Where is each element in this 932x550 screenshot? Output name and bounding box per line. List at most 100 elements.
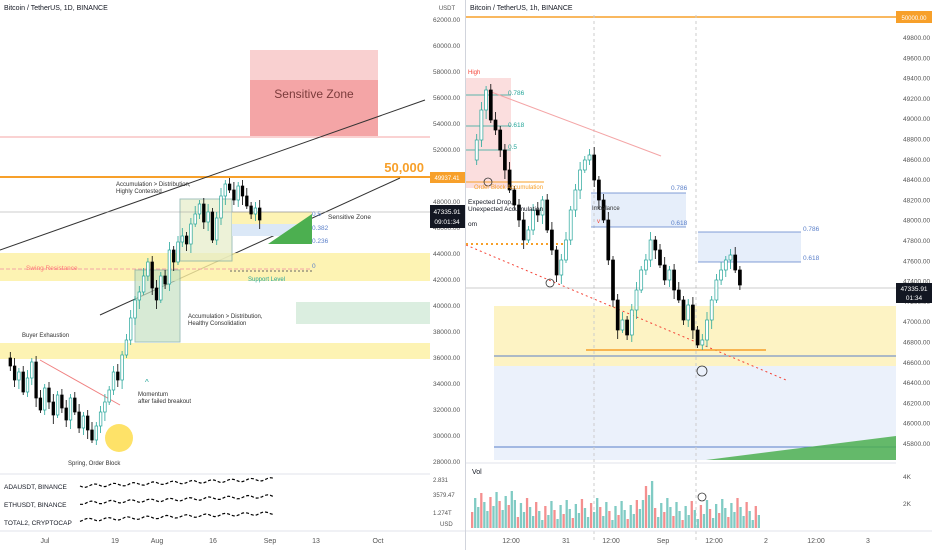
candle-body: [253, 207, 258, 215]
hourly-chart-canvas[interactable]: 0.786 0.618 0.5 0.786 0.618 0.786 0.618 …: [466, 0, 932, 550]
candle-body: [568, 209, 573, 241]
high-label: High: [468, 70, 480, 76]
candle-body: [705, 319, 709, 341]
buyer-exhaustion-label: Buyer Exhaustion: [22, 333, 69, 339]
order-block-label: Order Block Accumulation: [474, 185, 543, 191]
volume-bar: [693, 510, 696, 528]
candle-body: [47, 387, 51, 403]
volume-bar: [684, 506, 687, 528]
volume-bar: [730, 503, 733, 528]
volume-bar: [660, 503, 663, 528]
volume-bar: [501, 510, 504, 528]
volume-bar: [483, 502, 486, 528]
candle-body: [700, 339, 705, 346]
left-time-axis: Jul 19 Aug 16 Sep 13 Oct: [41, 538, 384, 545]
left-axis-tick: 38000.00: [433, 329, 460, 336]
volume-bar: [589, 503, 593, 528]
left-axis-tick: 30000.00: [433, 433, 460, 440]
accum-top-label-1: Accumulation > Distribution,: [116, 182, 191, 188]
daily-chart-canvas[interactable]: Sensitive Zone 50,000 Swing Resistance 0…: [0, 0, 465, 550]
candle-body: [68, 397, 73, 421]
candle-body: [124, 339, 129, 356]
candle-body: [150, 261, 154, 289]
left-axis-tick: 28000.00: [433, 459, 460, 466]
fib-0236-label: 0.236: [312, 238, 329, 245]
candle-body: [691, 304, 695, 331]
volume-bar: [593, 512, 596, 528]
sensitive-triangle: [268, 214, 312, 244]
fib-0618-label-b: 0.618: [671, 220, 688, 227]
fib-zone-right: [698, 232, 801, 262]
fib-0618-label-c: 0.618: [803, 255, 820, 262]
accum-top-label-2: Highly Contested: [116, 189, 162, 195]
momentum-label-1: Momentum: [138, 392, 168, 398]
candle-body: [644, 259, 648, 271]
fib-0786-label-b: 0.786: [671, 185, 688, 192]
left-axis-tick: 44000.00: [433, 251, 460, 258]
candle-body: [517, 204, 521, 221]
daily-chart-pane[interactable]: Sensitive Zone 50,000 Swing Resistance 0…: [0, 0, 465, 550]
right-time-tick: 2: [764, 538, 768, 545]
volume-bar: [553, 510, 556, 528]
volume-bar: [632, 514, 635, 528]
right-price-axis[interactable]: [896, 0, 932, 550]
sub-unit: USD: [440, 522, 453, 528]
volume-bar: [568, 509, 571, 528]
candle-body: [521, 219, 526, 241]
volume-bar: [715, 504, 718, 528]
left-time-tick: 13: [312, 538, 320, 545]
candle-body: [620, 319, 625, 331]
left-price-axis[interactable]: [430, 0, 465, 550]
volume-bar: [541, 520, 544, 528]
candle-body: [540, 199, 545, 216]
comparison-line: [79, 511, 274, 522]
volume-bars: [471, 481, 760, 528]
volume-bar: [550, 501, 553, 528]
hourly-chart-pane[interactable]: 0.786 0.618 0.5 0.786 0.618 0.786 0.618 …: [465, 0, 932, 550]
right-axis-tick: 49200.00: [903, 96, 930, 103]
volume-bar: [705, 500, 709, 528]
volume-bar: [711, 518, 715, 528]
right-axis-tick: 47800.00: [903, 238, 930, 245]
candle-body: [634, 289, 639, 311]
sub-panel-ada-label: ADAUSDT, BINANCE: [4, 484, 68, 491]
candle-body: [723, 259, 728, 271]
candle-body: [30, 361, 34, 379]
candle-body: [202, 203, 206, 223]
candle-body: [535, 209, 540, 216]
right-axis-tick: 48400.00: [903, 177, 930, 184]
volume-bar: [733, 512, 736, 528]
hourly-candles: [474, 84, 742, 350]
green-triangle: [706, 436, 896, 460]
volume-bar: [562, 514, 565, 528]
volume-bar: [504, 496, 507, 528]
volume-bar: [687, 515, 690, 528]
volume-bar: [535, 502, 538, 528]
left-time-tick: Jul: [41, 538, 50, 545]
candle-body: [219, 195, 223, 219]
candle-body: [81, 415, 86, 429]
candle-body: [60, 394, 64, 409]
volume-bar: [751, 520, 754, 528]
candle-body: [249, 205, 253, 215]
support-zone: [0, 343, 430, 359]
volume-bar: [626, 519, 629, 528]
volume-bar: [538, 511, 541, 528]
current-price-tag-text: 47335.91: [433, 209, 460, 216]
candle-body: [94, 425, 98, 441]
volume-bar: [647, 495, 651, 528]
volume-bar: [629, 505, 632, 528]
candle-body: [197, 203, 202, 215]
right-time-tick: 31: [562, 538, 570, 545]
candle-body: [154, 287, 159, 301]
volume-bar: [678, 511, 681, 528]
marker-circle-2: [545, 278, 555, 288]
left-axis-tick: 52000.00: [433, 147, 460, 154]
candle-body: [503, 149, 507, 171]
candle-body: [98, 411, 103, 427]
left-axis-tick: 42000.00: [433, 277, 460, 284]
volume-bar: [681, 520, 684, 528]
right-axis-tick: 46800.00: [903, 340, 930, 347]
candle-body: [184, 235, 189, 245]
candle-body: [611, 259, 615, 301]
